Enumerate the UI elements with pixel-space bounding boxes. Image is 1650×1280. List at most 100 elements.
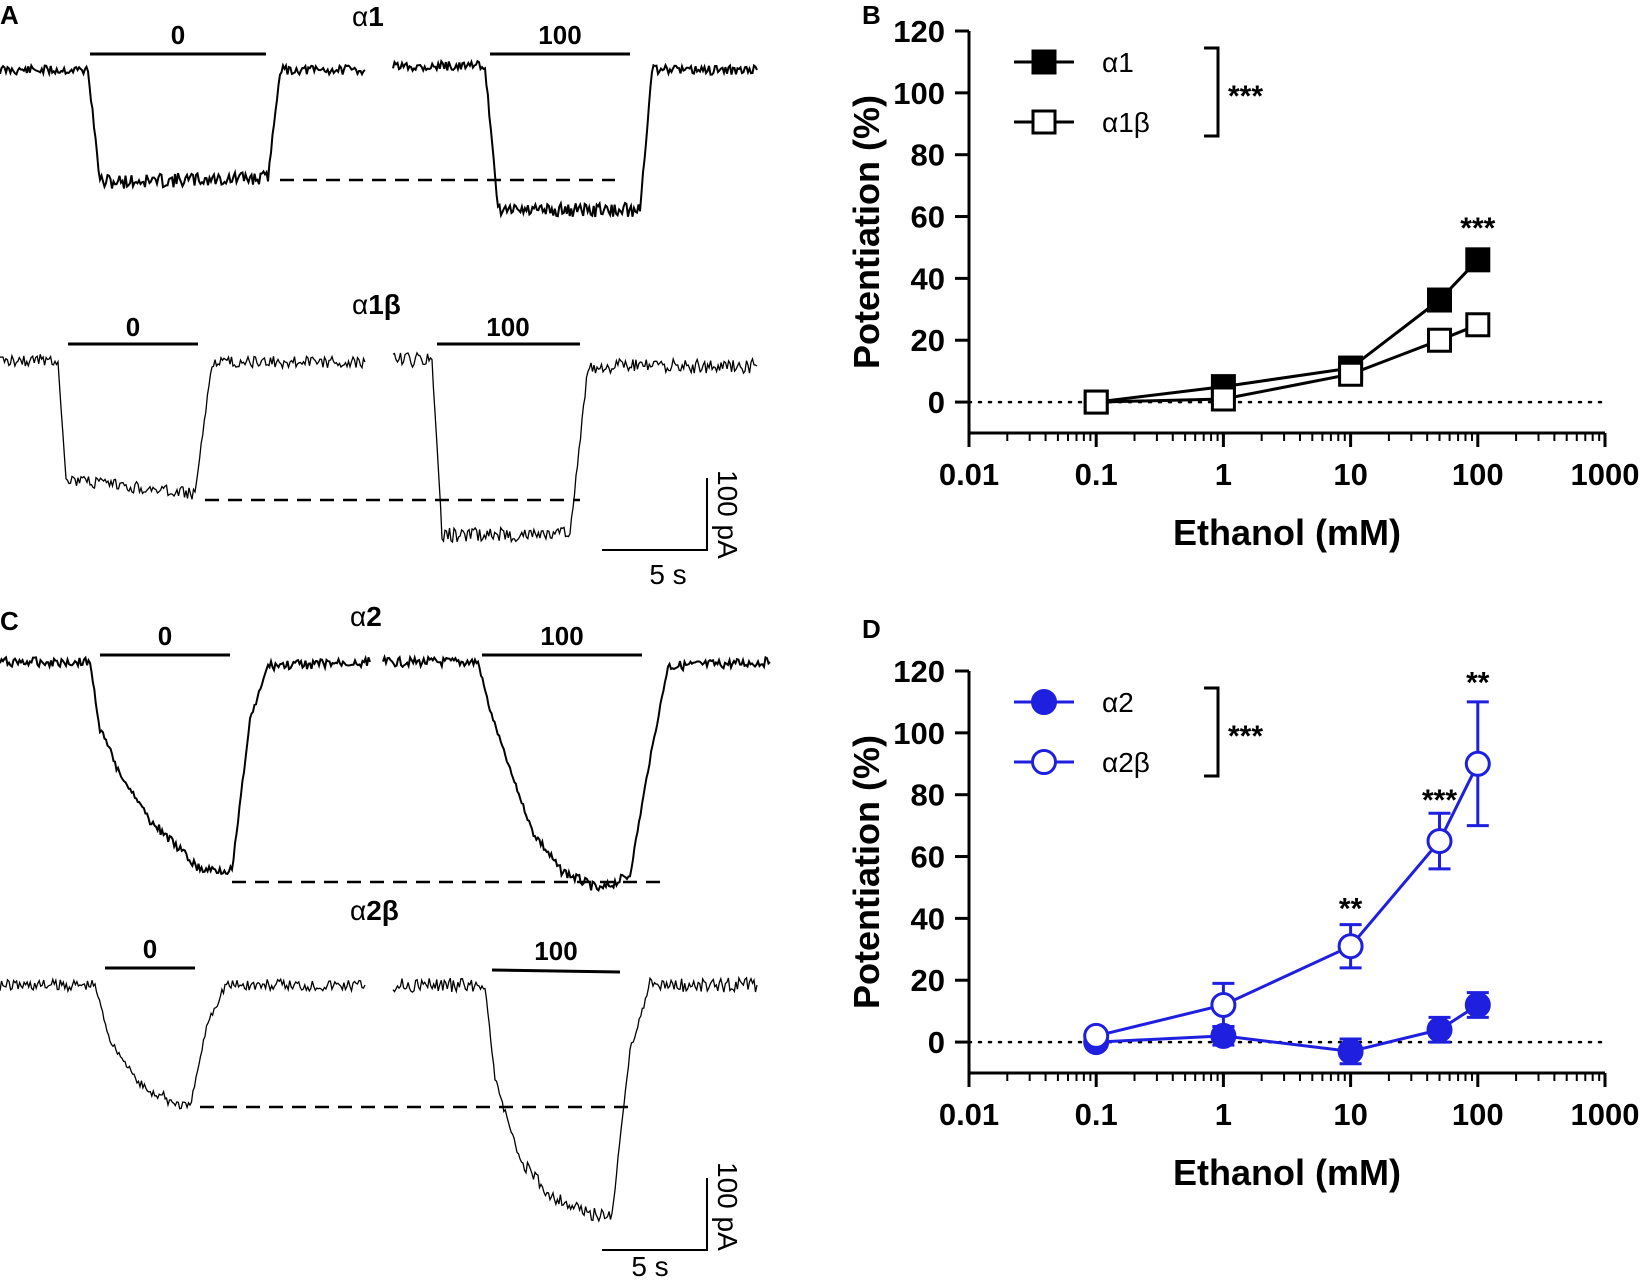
y-tick-label: 0 xyxy=(928,1025,945,1060)
application-label-control: 0 xyxy=(126,312,140,342)
greek-alpha: α xyxy=(352,289,368,320)
application-label-ethanol: 100 xyxy=(540,621,583,651)
y-tick-label: 60 xyxy=(911,200,945,235)
trace-title-suffix: 2 xyxy=(366,601,382,632)
legend-bracket xyxy=(1204,686,1220,778)
data-point xyxy=(1427,327,1453,353)
legend-label: α2 xyxy=(1102,687,1134,718)
scale-bar-current-label: 100 pA xyxy=(712,1162,743,1251)
greek-alpha: α xyxy=(350,601,366,632)
scale-bar xyxy=(602,1178,708,1251)
current-trace-control xyxy=(0,62,366,191)
x-axis-title: Ethanol (mM) xyxy=(1173,1152,1401,1193)
legend-significance: *** xyxy=(1228,80,1263,113)
y-tick-label: 20 xyxy=(911,323,945,358)
legend-bracket xyxy=(1204,46,1220,138)
y-tick-label: 80 xyxy=(911,138,945,173)
panel-letter-b: B xyxy=(862,0,881,30)
data-point xyxy=(1464,750,1491,777)
data-point xyxy=(1083,389,1109,415)
data-point xyxy=(1465,312,1491,338)
chart-panel-d: 0 20 40 60 80 100 120 0.01 0.1 1 10 100 1000 Ethanol … xyxy=(846,654,1639,1193)
x-tick-label: 1 xyxy=(1215,1097,1232,1132)
series-line xyxy=(1096,1003,1479,1053)
series-line xyxy=(1096,258,1479,404)
data-point xyxy=(1426,828,1453,855)
current-trace-control xyxy=(0,977,366,1110)
trace-title-a1: α1 xyxy=(352,1,384,32)
scale-bar-current-label: 100 pA xyxy=(712,470,743,559)
y-tick-label: 120 xyxy=(893,654,945,689)
x-tick-label: 0.1 xyxy=(1075,1097,1118,1132)
data-point xyxy=(1464,991,1491,1018)
y-tick-label: 80 xyxy=(911,778,945,813)
legend-marker xyxy=(1031,749,1057,775)
scale-bar-time-label: 5 s xyxy=(649,559,686,590)
series-line xyxy=(1096,323,1479,404)
y-tick-label: 120 xyxy=(893,14,945,49)
trace-title-a1b: α1β xyxy=(352,289,401,320)
application-bar-ethanol xyxy=(491,968,621,974)
legend-label: α1β xyxy=(1102,107,1150,138)
x-axis-title: Ethanol (mM) xyxy=(1173,512,1401,553)
x-tick-label: 1 xyxy=(1215,457,1232,492)
y-axis-title: Potentiation (%) xyxy=(846,735,887,1009)
current-trace-control xyxy=(0,654,371,876)
series-line xyxy=(1095,763,1480,1038)
application-label-control: 0 xyxy=(171,20,185,50)
x-tick-label: 1000 xyxy=(1571,1097,1640,1132)
greek-alpha: α xyxy=(352,1,368,32)
y-tick-label: 100 xyxy=(893,76,945,111)
x-tick-label: 10 xyxy=(1333,457,1367,492)
y-tick-label: 100 xyxy=(893,716,945,751)
scale-bar-time-label: 5 s xyxy=(631,1251,668,1280)
data-point xyxy=(1427,287,1453,313)
y-tick-label: 40 xyxy=(911,901,945,936)
x-tick-label: 100 xyxy=(1452,1097,1504,1132)
data-point xyxy=(1210,386,1236,412)
current-trace-ethanol xyxy=(382,653,771,892)
trace-title-a2b: α2β xyxy=(350,895,399,926)
panel-letter-c: C xyxy=(0,606,19,636)
current-trace-ethanol xyxy=(392,58,758,219)
legend-marker xyxy=(1031,49,1057,75)
y-tick-label: 40 xyxy=(911,261,945,296)
y-tick-label: 20 xyxy=(911,963,945,998)
data-point xyxy=(1338,361,1364,387)
x-tick-label: 1000 xyxy=(1571,457,1640,492)
current-trace-ethanol xyxy=(392,351,758,544)
application-label-ethanol: 100 xyxy=(486,312,529,342)
y-tick-label: 0 xyxy=(928,385,945,420)
data-point xyxy=(1083,1022,1110,1049)
y-axis-title: Potentiation (%) xyxy=(846,95,887,369)
x-tick-label: 0.01 xyxy=(939,1097,999,1132)
x-tick-label: 0.1 xyxy=(1075,457,1118,492)
data-point xyxy=(1426,1016,1453,1043)
chart-panel-b: 0 20 40 60 80 100 120 0.01 0.1 1 10 100 1000 Ethanol … xyxy=(846,14,1639,553)
legend-significance: *** xyxy=(1228,720,1263,753)
panel-a: A α1 0 100 α1β 0 100 5 s 100 pA xyxy=(0,0,758,590)
legend-label: α2β xyxy=(1102,747,1150,778)
significance-annotation: *** xyxy=(1422,784,1457,817)
greek-alpha: α xyxy=(350,895,366,926)
trace-title-suffix: 1 xyxy=(368,1,384,32)
significance-annotation: ** xyxy=(1339,892,1363,925)
significance-annotation: ** xyxy=(1466,667,1490,700)
data-point xyxy=(1337,933,1364,960)
x-tick-label: 0.01 xyxy=(939,457,999,492)
trace-title-suffix: 2β xyxy=(366,895,399,926)
application-label-ethanol: 100 xyxy=(534,936,577,966)
application-label-ethanol: 100 xyxy=(538,20,581,50)
data-point xyxy=(1465,247,1491,273)
application-label-control: 0 xyxy=(158,621,172,651)
panel-c: C α2 0 100 α2β 0 100 5 s 100 pA xyxy=(0,601,771,1280)
application-label-control: 0 xyxy=(143,934,157,964)
legend-marker xyxy=(1031,689,1057,715)
current-trace-ethanol xyxy=(392,975,758,1223)
panel-letter-a: A xyxy=(0,0,19,30)
scale-bar xyxy=(602,478,708,551)
data-point xyxy=(1210,991,1237,1018)
y-tick-label: 60 xyxy=(911,840,945,875)
significance-annotation: *** xyxy=(1460,212,1495,245)
